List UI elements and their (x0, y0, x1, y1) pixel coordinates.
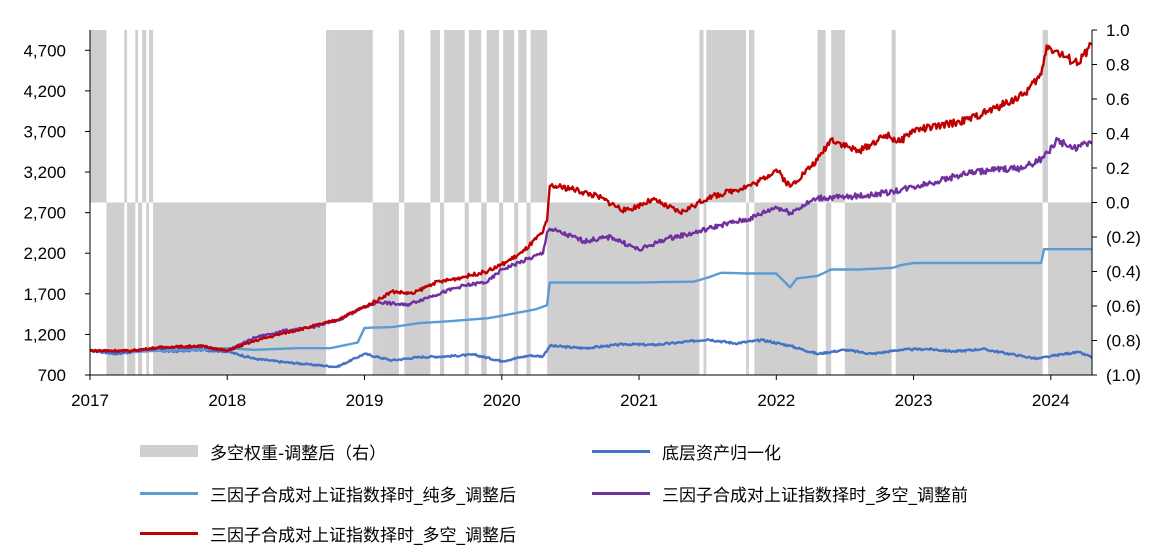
legend-label-ls-after: 三因子合成对上证指数择时_多空_调整后 (210, 525, 516, 546)
legend-item-long-only: 三因子合成对上证指数择时_纯多_调整后 (140, 478, 516, 508)
y-left-tick-label: 2,700 (23, 204, 66, 223)
x-tick-label: 2019 (346, 391, 384, 410)
weight-bar (468, 30, 482, 203)
weight-bar (499, 202, 504, 375)
series-line (89, 248, 1093, 354)
weight-bar (486, 30, 500, 203)
weight-bar (372, 202, 379, 375)
weight-bar (706, 30, 712, 203)
weight-bar (124, 30, 128, 203)
y-right-tick-label: (1.0) (1106, 366, 1141, 385)
y-right-tick-label: (0.6) (1106, 297, 1141, 316)
y-left-tick-label: 1,700 (23, 285, 66, 304)
legend-swatch-long-only (140, 491, 198, 495)
weight-bar (1042, 30, 1049, 203)
weight-bar (106, 202, 125, 375)
weight-bar (831, 30, 845, 203)
weight-bar (146, 202, 150, 375)
weight-bar (1048, 202, 1092, 375)
weight-bar (440, 202, 445, 375)
series-line (89, 41, 1093, 353)
legend-label-asset: 底层资产归一化 (662, 443, 781, 464)
weight-bar (326, 30, 331, 203)
weight-bar (754, 202, 818, 375)
weight-bar (378, 202, 399, 375)
y-left-tick-label: 3,200 (23, 163, 66, 182)
y-right-tick-label: 0.4 (1106, 125, 1130, 144)
weight-bar (895, 202, 1043, 375)
weight-bar (530, 30, 548, 203)
weight-bar (711, 30, 747, 203)
x-tick-label: 2020 (483, 391, 521, 410)
y-right-tick-label: (0.8) (1106, 332, 1141, 351)
x-tick-label: 2017 (71, 391, 109, 410)
series-line (89, 136, 1093, 354)
x-tick-label: 2021 (620, 391, 658, 410)
y-left-tick-label: 3,700 (23, 122, 66, 141)
x-tick-label: 2024 (1032, 391, 1070, 410)
legend-label-long-only: 三因子合成对上证指数择时_纯多_调整后 (210, 485, 516, 506)
legend-item-weight: 多空权重-调整后（右） (140, 436, 386, 466)
legend-swatch-weight (140, 445, 198, 457)
weight-bar (135, 30, 139, 203)
weight-bar (430, 30, 441, 203)
y-right-tick-label: 0.8 (1106, 56, 1130, 75)
y-left-tick-label: 700 (38, 366, 66, 385)
weight-bar (330, 30, 349, 203)
weight-bar (464, 202, 469, 375)
legend-swatch-asset (592, 449, 650, 453)
chart-canvas: 700 1,200 1,700 2,200 2,700 3,200 3,700 4,200 4,… (23, 21, 1141, 410)
series-line (89, 338, 1093, 369)
weight-bar (127, 202, 136, 375)
weight-bars (90, 30, 1092, 375)
y-left-tick-label: 4,200 (23, 82, 66, 101)
axes: 700 1,200 1,700 2,200 2,700 3,200 3,700 4,200 4,… (23, 21, 1141, 410)
weight-bar (503, 30, 515, 203)
x-tick-label: 2023 (895, 391, 933, 410)
weight-bar (398, 30, 405, 203)
y-right-tick-label: 1.0 (1106, 21, 1130, 40)
weight-bar (444, 30, 465, 203)
y-right-tick-label: (0.2) (1106, 228, 1141, 247)
weight-bar (746, 202, 749, 375)
weight-bar (825, 202, 832, 375)
weight-bar (138, 202, 143, 375)
legend-swatch-ls-before (592, 491, 650, 495)
weight-bar (404, 202, 431, 375)
weight-bar (526, 202, 531, 375)
x-tick-label: 2018 (208, 391, 246, 410)
y-right-tick-label: (0.4) (1106, 263, 1141, 282)
y-right-tick-label: 0.0 (1106, 194, 1130, 213)
legend-item-ls-after: 三因子合成对上证指数择时_多空_调整后 (140, 518, 516, 548)
weight-bar (817, 30, 826, 203)
weight-bar (153, 202, 165, 375)
weight-bar (703, 202, 707, 375)
legend-label-ls-before: 三因子合成对上证指数择时_多空_调整前 (662, 485, 968, 506)
y-right-tick-label: 0.6 (1106, 90, 1130, 109)
legend-label-weight: 多空权重-调整后（右） (210, 443, 387, 464)
weight-bar (514, 202, 519, 375)
weight-bar (481, 202, 487, 375)
weight-bar (748, 30, 755, 203)
series-lines (89, 41, 1093, 369)
weight-bar (547, 202, 700, 375)
y-right-tick-label: 0.2 (1106, 159, 1130, 178)
y-left-tick-label: 2,200 (23, 244, 66, 263)
weight-bar (149, 30, 154, 203)
legend-item-ls-before: 三因子合成对上证指数择时_多空_调整前 (592, 478, 968, 508)
weight-bar (891, 30, 896, 203)
x-tick-label: 2022 (757, 391, 795, 410)
weight-bar (90, 30, 107, 203)
weight-bar (142, 30, 147, 203)
y-left-tick-label: 1,200 (23, 325, 66, 344)
legend-item-asset: 底层资产归一化 (592, 436, 781, 466)
weight-bar (348, 30, 373, 203)
weight-bar (699, 30, 704, 203)
y-left-tick-label: 4,700 (23, 41, 66, 60)
weight-bar (518, 30, 527, 203)
legend-swatch-ls-after (140, 531, 198, 535)
weight-bar (844, 202, 892, 375)
